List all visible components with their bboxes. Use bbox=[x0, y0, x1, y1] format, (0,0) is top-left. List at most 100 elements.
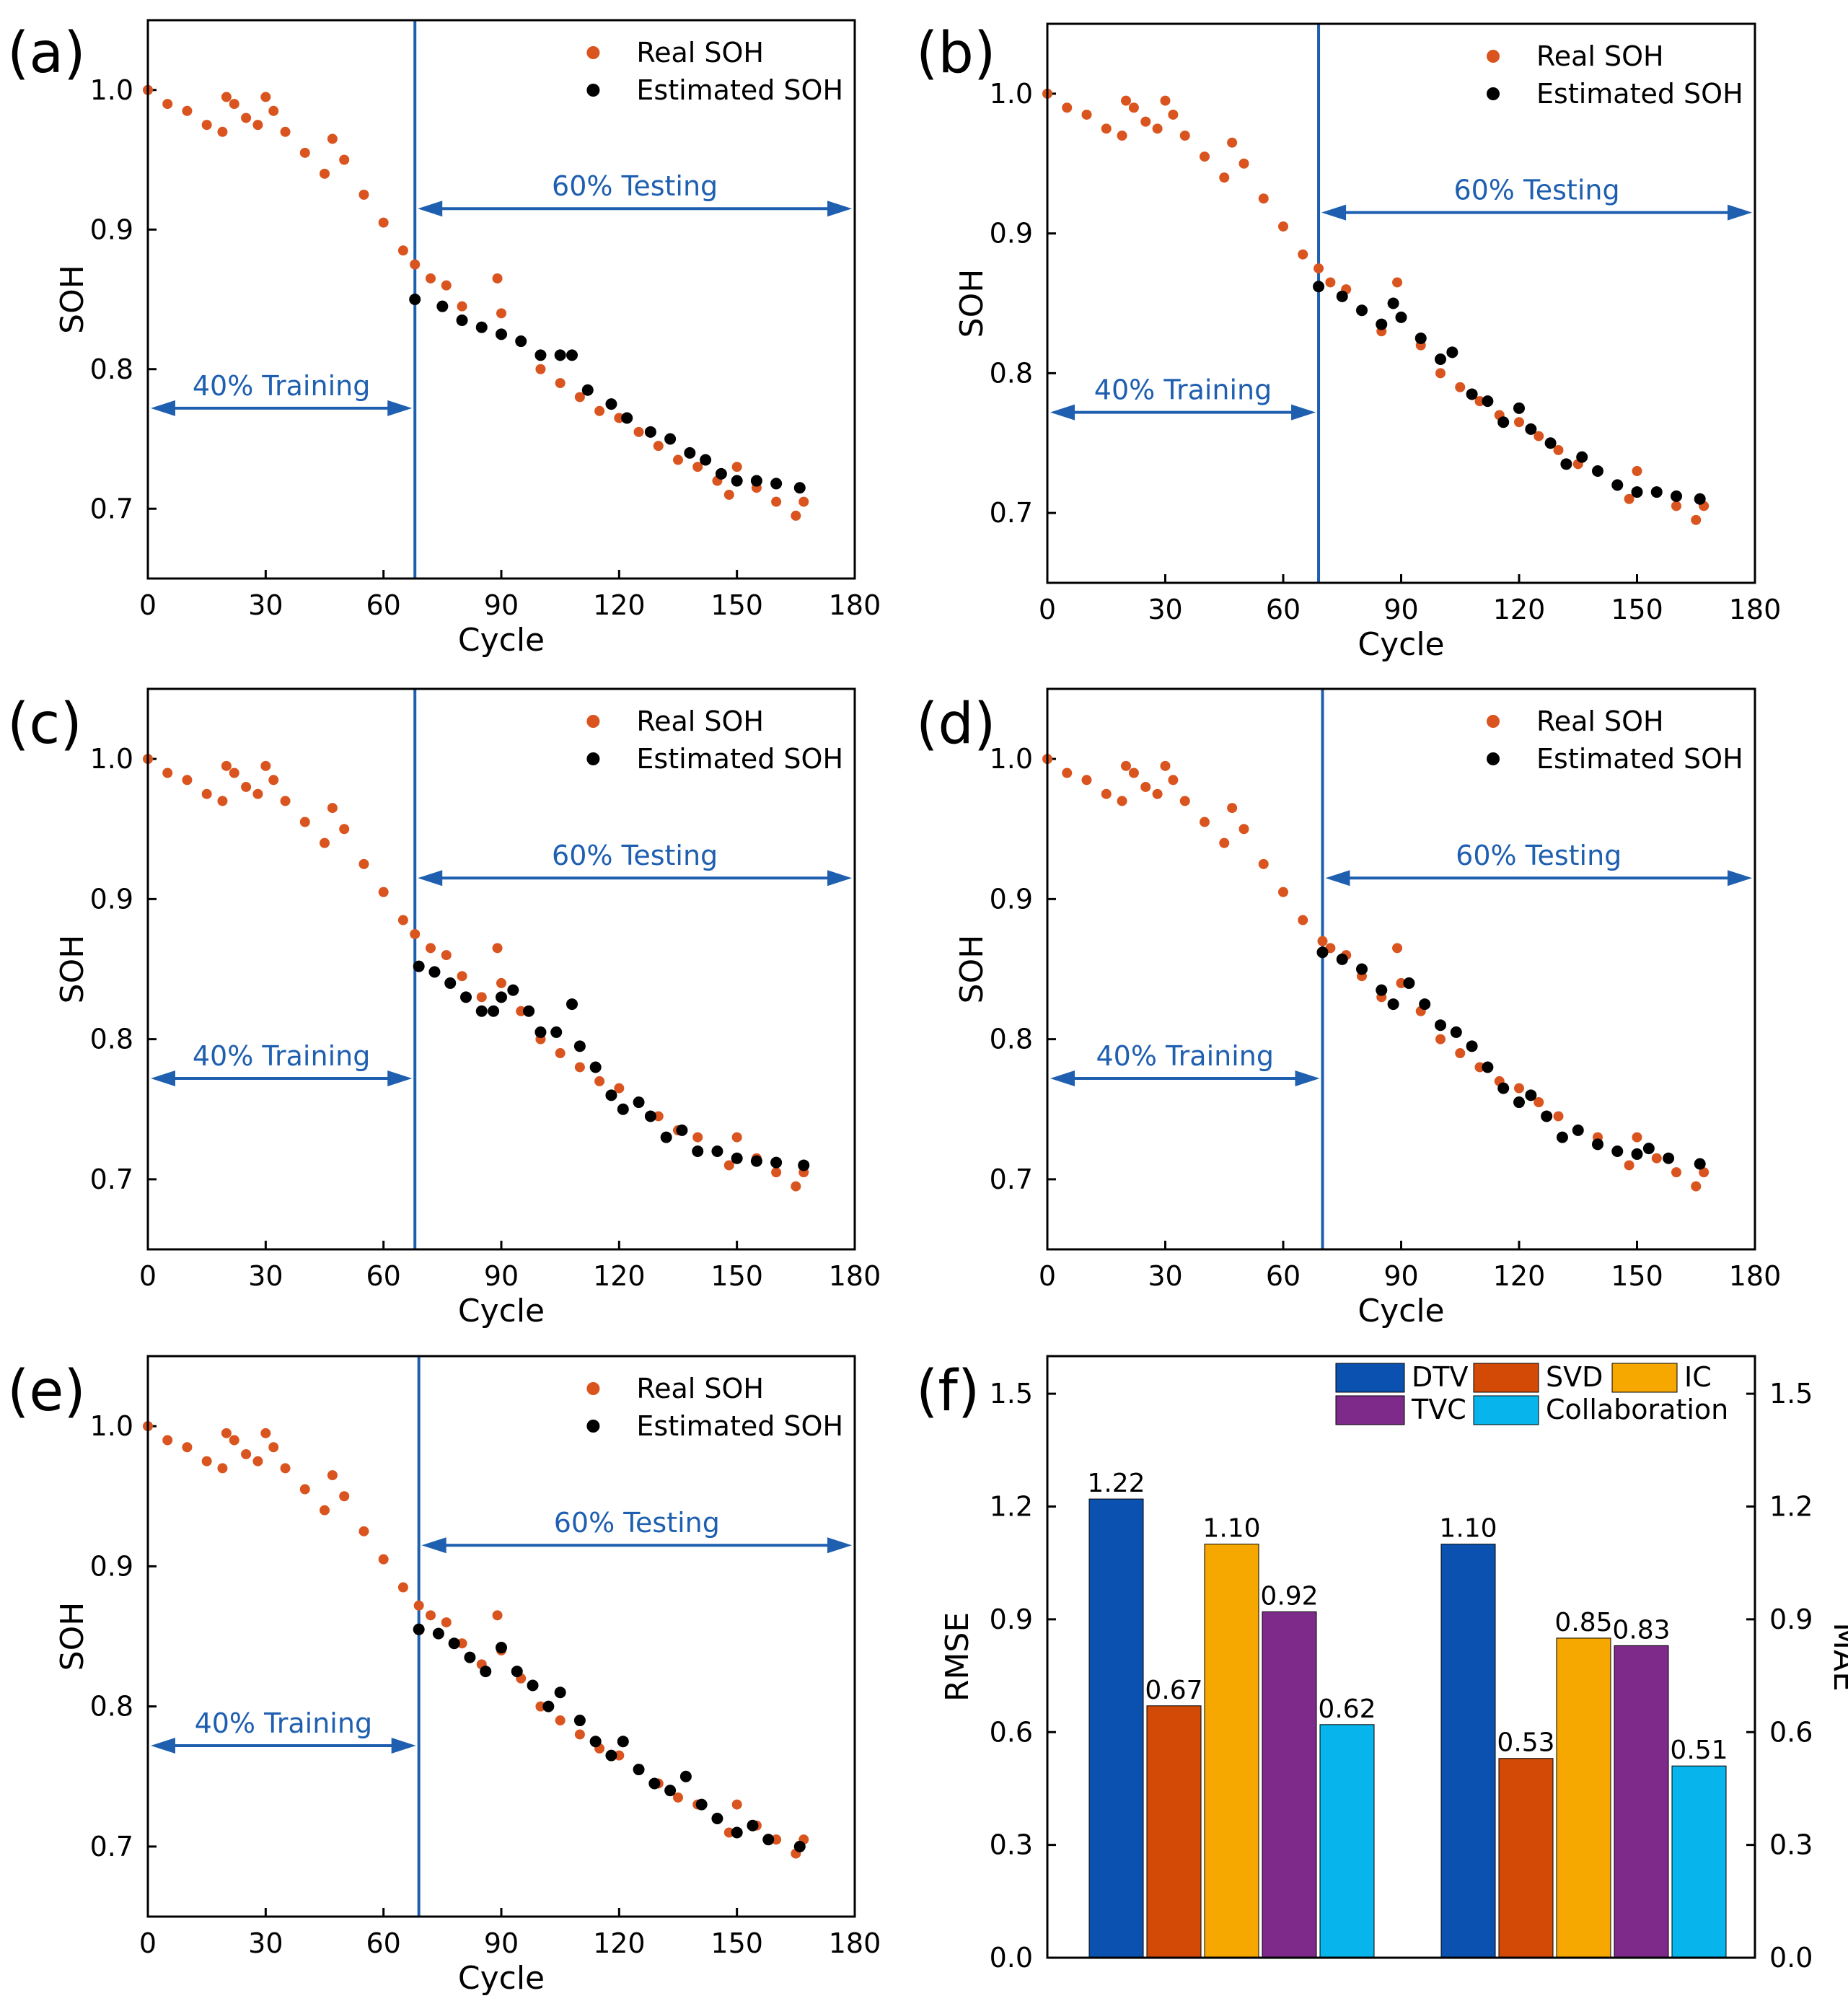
estimated-soh-point bbox=[1482, 1061, 1494, 1073]
real-soh-point bbox=[723, 1827, 734, 1838]
bar-value-label: 0.92 bbox=[1260, 1581, 1318, 1611]
x-tick-label: 180 bbox=[829, 1927, 881, 1959]
estimated-soh-point bbox=[1642, 1143, 1655, 1155]
x-tick-label: 120 bbox=[1493, 594, 1546, 625]
y-tick-label: 0.7 bbox=[990, 1164, 1033, 1195]
real-soh-point bbox=[1435, 1034, 1446, 1045]
bar-ic bbox=[1556, 1637, 1611, 1958]
real-soh-point bbox=[614, 413, 625, 423]
plot-frame bbox=[146, 19, 856, 580]
y-axis-label-right: MAE bbox=[1826, 1622, 1848, 1692]
training-label: 40% Training bbox=[1094, 374, 1272, 406]
real-soh-point bbox=[229, 768, 239, 778]
estimated-soh-point bbox=[1313, 281, 1325, 293]
real-soh-point bbox=[229, 1435, 239, 1446]
x-tick-label: 90 bbox=[484, 1927, 519, 1959]
real-soh-point bbox=[1258, 858, 1269, 869]
real-soh-point bbox=[1325, 277, 1336, 288]
legend-estimated-marker bbox=[586, 84, 600, 97]
panel-c: (c) 0 30 60 90 120 150 180 0.7 0.8 0.9 1.0 Cycle SOH 4… bbox=[7, 687, 881, 1329]
estimated-soh-point bbox=[676, 1124, 688, 1136]
estimated-soh-point bbox=[589, 1061, 602, 1073]
real-soh-point bbox=[260, 1428, 271, 1438]
real-soh-point bbox=[299, 817, 310, 827]
plot-frame bbox=[1046, 1355, 1756, 1959]
bar-tvc bbox=[1262, 1611, 1317, 1958]
real-soh-point bbox=[217, 1463, 228, 1474]
legend-label-ic: IC bbox=[1684, 1361, 1712, 1393]
real-soh-point bbox=[1227, 803, 1238, 814]
real-soh-point bbox=[397, 915, 408, 925]
estimated-soh-point bbox=[1650, 486, 1663, 498]
real-soh-point bbox=[1200, 817, 1210, 827]
estimated-soh-point bbox=[554, 349, 566, 361]
real-soh-point bbox=[441, 280, 452, 291]
real-soh-point bbox=[378, 217, 389, 228]
legend-label-collaboration: Collaboration bbox=[1546, 1394, 1728, 1425]
panel-d: (d) 0 30 60 90 120 150 180 0.7 0.8 0.9 1.0 Cycle SOH 4… bbox=[916, 687, 1781, 1329]
real-soh-point bbox=[1168, 775, 1179, 786]
estimated-soh-point bbox=[762, 1834, 775, 1846]
estimated-soh-point bbox=[496, 328, 507, 340]
legend-swatch-collaboration bbox=[1473, 1395, 1539, 1425]
panel-label: (d) bbox=[916, 692, 995, 757]
bar-ic bbox=[1204, 1544, 1259, 1958]
estimated-soh-point bbox=[695, 1798, 708, 1811]
plot-frame bbox=[1046, 22, 1756, 584]
estimated-soh-point bbox=[605, 1749, 617, 1762]
estimated-soh-point bbox=[573, 1040, 586, 1052]
real-soh-point bbox=[327, 1470, 338, 1481]
legend-real-label: Real SOH bbox=[636, 705, 764, 737]
y-tick-label: 0.9 bbox=[90, 214, 133, 245]
plot-frame bbox=[1046, 687, 1756, 1251]
estimated-soh-point bbox=[621, 412, 633, 424]
real-soh-point bbox=[1392, 943, 1403, 954]
y-axis-label-left: RMSE bbox=[939, 1612, 976, 1702]
y-tick-label: 0.9 bbox=[990, 883, 1033, 915]
real-soh-point bbox=[457, 301, 467, 312]
bar-value-label: 0.51 bbox=[1670, 1736, 1728, 1765]
real-soh-point bbox=[516, 1006, 527, 1016]
x-tick-label: 90 bbox=[484, 589, 519, 621]
real-soh-point bbox=[1632, 1132, 1642, 1143]
y-tick-label-right: 0.6 bbox=[1769, 1716, 1813, 1748]
y-tick-label-left: 0.3 bbox=[990, 1829, 1033, 1861]
estimated-soh-point bbox=[1556, 1131, 1568, 1143]
y-tick-label: 0.7 bbox=[90, 1164, 133, 1195]
estimated-soh-point bbox=[475, 1005, 488, 1017]
estimated-soh-point bbox=[664, 1785, 677, 1797]
legend-estimated-label: Estimated SOH bbox=[636, 743, 843, 775]
real-soh-point bbox=[1624, 493, 1634, 504]
real-soh-point bbox=[1651, 1153, 1662, 1164]
estimated-soh-point bbox=[444, 977, 457, 989]
testing-label: 60% Testing bbox=[554, 1507, 720, 1539]
estimated-soh-point bbox=[798, 1159, 810, 1171]
real-soh-point bbox=[426, 943, 436, 954]
estimated-soh-point bbox=[573, 1715, 586, 1727]
real-soh-point bbox=[492, 943, 503, 954]
real-soh-point bbox=[1140, 781, 1151, 792]
real-soh-point bbox=[1392, 277, 1403, 288]
x-tick-label: 120 bbox=[593, 589, 646, 621]
real-soh-point bbox=[633, 426, 644, 437]
real-soh-point bbox=[555, 1715, 566, 1726]
estimated-soh-point bbox=[1482, 395, 1494, 408]
real-soh-point bbox=[280, 796, 291, 806]
real-soh-point bbox=[1227, 137, 1238, 148]
estimated-soh-point bbox=[1446, 346, 1458, 359]
real-soh-point bbox=[1219, 837, 1230, 848]
bar-svd bbox=[1146, 1705, 1202, 1958]
x-tick-label: 30 bbox=[1148, 594, 1182, 625]
real-soh-point bbox=[1691, 1181, 1702, 1192]
panel-b: (b) 0 30 60 90 120 150 180 0.7 0.8 0.9 1.0 Cycle SOH 4… bbox=[916, 21, 1781, 663]
panel-label: (e) bbox=[7, 1359, 86, 1424]
arrow-head bbox=[1050, 1070, 1075, 1087]
real-soh-point bbox=[1671, 501, 1681, 511]
real-soh-point bbox=[535, 1701, 546, 1712]
real-soh-point bbox=[798, 496, 809, 507]
bar-dtv bbox=[1088, 1498, 1144, 1958]
legend-real-marker bbox=[1487, 715, 1500, 728]
estimated-soh-point bbox=[1395, 311, 1407, 323]
real-soh-point bbox=[339, 824, 350, 835]
y-axis-label: SOH bbox=[54, 935, 91, 1004]
